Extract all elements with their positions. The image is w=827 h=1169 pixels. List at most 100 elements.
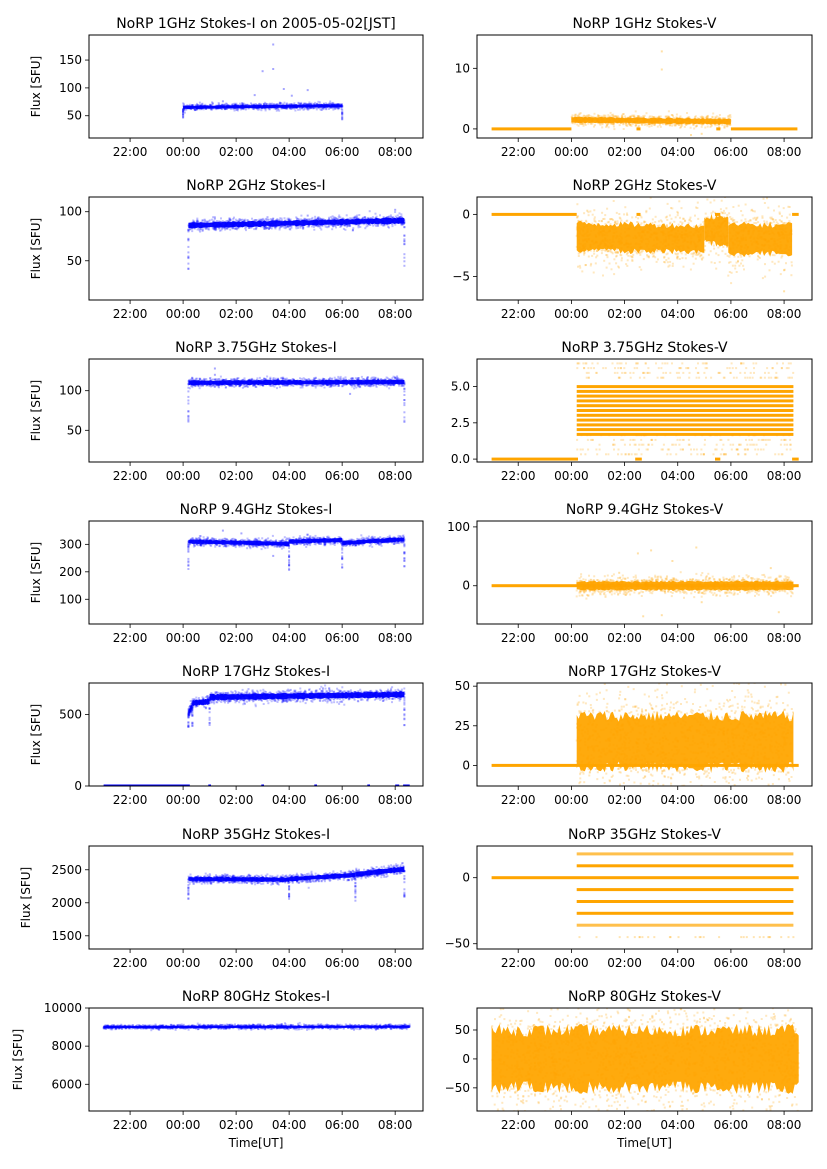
data-point (342, 227, 345, 230)
data-point (713, 122, 716, 125)
data-point (669, 120, 672, 123)
data-point (262, 217, 265, 220)
data-point (339, 103, 342, 105)
data-point (662, 233, 664, 236)
data-point (752, 226, 755, 229)
data-point (761, 244, 764, 247)
data-point (283, 226, 286, 229)
data-point (757, 243, 760, 246)
data-point (344, 218, 347, 221)
data-point (359, 225, 362, 228)
data-point (265, 222, 268, 225)
data-point (584, 122, 587, 125)
data-point (636, 118, 639, 121)
data-point (708, 120, 711, 123)
data-point (335, 106, 338, 109)
data-point (371, 216, 374, 219)
data-point (223, 107, 226, 110)
data-point (211, 222, 214, 225)
data-point (781, 249, 784, 252)
data-point (610, 116, 613, 119)
data-point (702, 116, 705, 119)
data-point (622, 113, 625, 115)
data-point (707, 218, 710, 221)
data-point (646, 124, 649, 127)
data-point (326, 221, 329, 224)
data-point (665, 118, 668, 121)
data-point (220, 220, 223, 223)
y-tick-label: −5 (452, 269, 470, 283)
data-point (710, 119, 713, 122)
data-point (743, 268, 745, 271)
data-point (385, 385, 388, 388)
data-point (696, 122, 699, 125)
data-point (718, 120, 721, 123)
data-point (268, 222, 271, 225)
data-point (346, 221, 349, 223)
data-point (313, 221, 316, 224)
data-point (627, 123, 630, 126)
data-point (573, 122, 576, 125)
data-point (288, 105, 291, 108)
data-point (689, 120, 692, 122)
data-point (313, 228, 316, 231)
data-point (707, 119, 710, 122)
data-point (720, 119, 722, 122)
data-point (711, 231, 714, 234)
data-point (259, 223, 262, 226)
data-point (311, 104, 314, 107)
data-point (260, 220, 263, 222)
data-point (687, 119, 690, 122)
data-point (584, 264, 587, 267)
data-point (286, 104, 289, 107)
data-point (189, 106, 192, 109)
data-point (224, 222, 227, 225)
data-point (324, 378, 327, 381)
data-point (219, 224, 222, 227)
data-point (237, 225, 240, 228)
data-point (272, 105, 275, 107)
data-point (283, 219, 286, 222)
data-point (222, 105, 224, 108)
data-point (674, 119, 677, 122)
data-point (618, 119, 621, 122)
data-point (636, 115, 639, 117)
data-point (637, 217, 640, 220)
data-point (377, 220, 380, 223)
data-point (240, 380, 243, 383)
data-point (353, 384, 356, 387)
data-point (594, 262, 597, 265)
data-point (676, 210, 679, 213)
data-point (764, 243, 767, 246)
data-point (218, 222, 220, 225)
data-point (597, 245, 600, 248)
data-point (327, 219, 330, 221)
data-point (295, 104, 298, 107)
data-point (388, 215, 391, 218)
data-point (720, 122, 723, 124)
data-point (302, 105, 305, 108)
data-point (725, 122, 728, 125)
data-point (739, 253, 742, 256)
data-point (382, 220, 385, 223)
data-point (285, 105, 288, 108)
data-point (658, 116, 661, 119)
data-point (233, 107, 236, 110)
data-point (244, 224, 246, 227)
data-point (198, 222, 201, 225)
data-point (695, 119, 698, 121)
data-point (268, 227, 270, 230)
data-point (583, 212, 586, 215)
data-point (303, 218, 306, 221)
data-point (598, 244, 601, 246)
data-point (326, 222, 329, 225)
data-point (269, 105, 271, 108)
data-point (648, 115, 651, 118)
data-point (576, 123, 579, 126)
data-point (747, 230, 750, 233)
data-point (581, 244, 584, 247)
data-point (608, 120, 611, 123)
data-point (203, 105, 206, 108)
data-point (355, 221, 358, 224)
x-tick-label: 22:00 (113, 145, 148, 159)
